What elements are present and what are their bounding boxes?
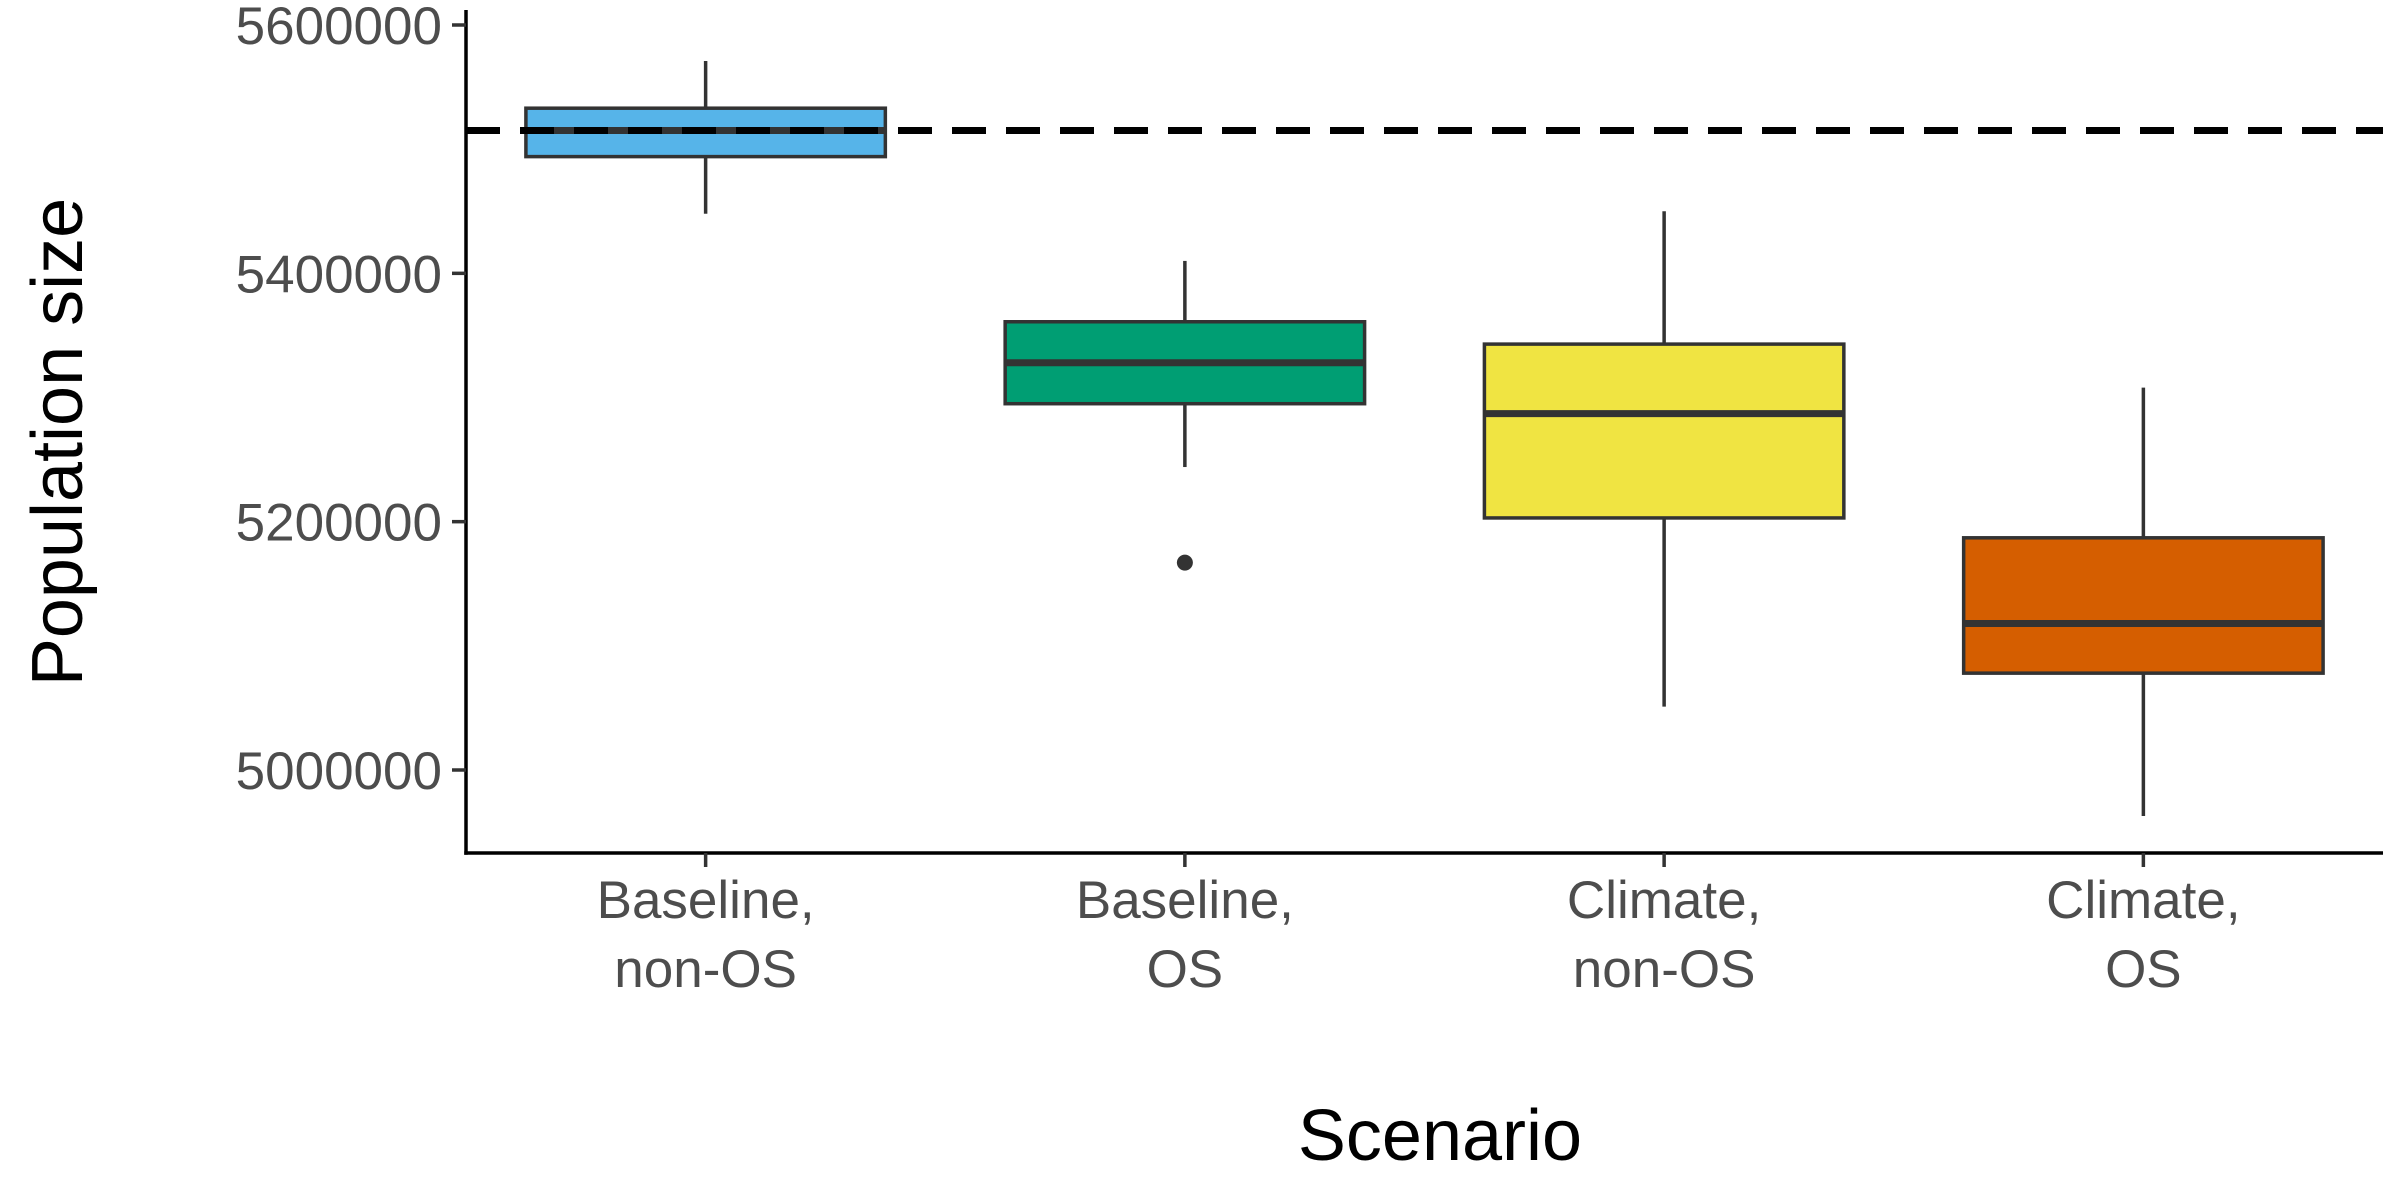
- y-axis-ticks: 5000000 5200000 5400000 5600000: [236, 0, 466, 801]
- y-axis-title: Population size: [18, 198, 98, 686]
- outlier-point: [1176, 554, 1193, 571]
- x-axis-title: Scenario: [1298, 1096, 1582, 1176]
- x-tick-label: non-OS: [1573, 940, 1756, 999]
- x-tick-label: OS: [2105, 940, 2182, 999]
- x-tick-label: Climate,: [2046, 871, 2240, 930]
- y-tick-label: 5600000: [236, 0, 442, 56]
- box: [1482, 342, 1846, 520]
- x-tick-label: OS: [1147, 940, 1224, 999]
- y-tick-label: 5000000: [236, 742, 442, 801]
- x-tick-label: non-OS: [614, 940, 797, 999]
- box-group: [1003, 260, 1367, 571]
- box: [1961, 536, 2325, 675]
- x-axis-ticks: Baseline, non-OS Baseline, OS Climate, non-OS…: [597, 853, 2241, 999]
- x-tick-label: Climate,: [1567, 871, 1761, 930]
- x-tick-label: Baseline,: [597, 871, 815, 930]
- x-tick-label: Baseline,: [1076, 871, 1294, 930]
- box-group: [524, 61, 888, 214]
- plot-area: [466, 61, 2383, 816]
- box-group: [1482, 211, 1846, 707]
- box-group: [1961, 387, 2325, 816]
- y-tick-label: 5200000: [236, 494, 442, 553]
- y-tick-label: 5400000: [236, 245, 442, 304]
